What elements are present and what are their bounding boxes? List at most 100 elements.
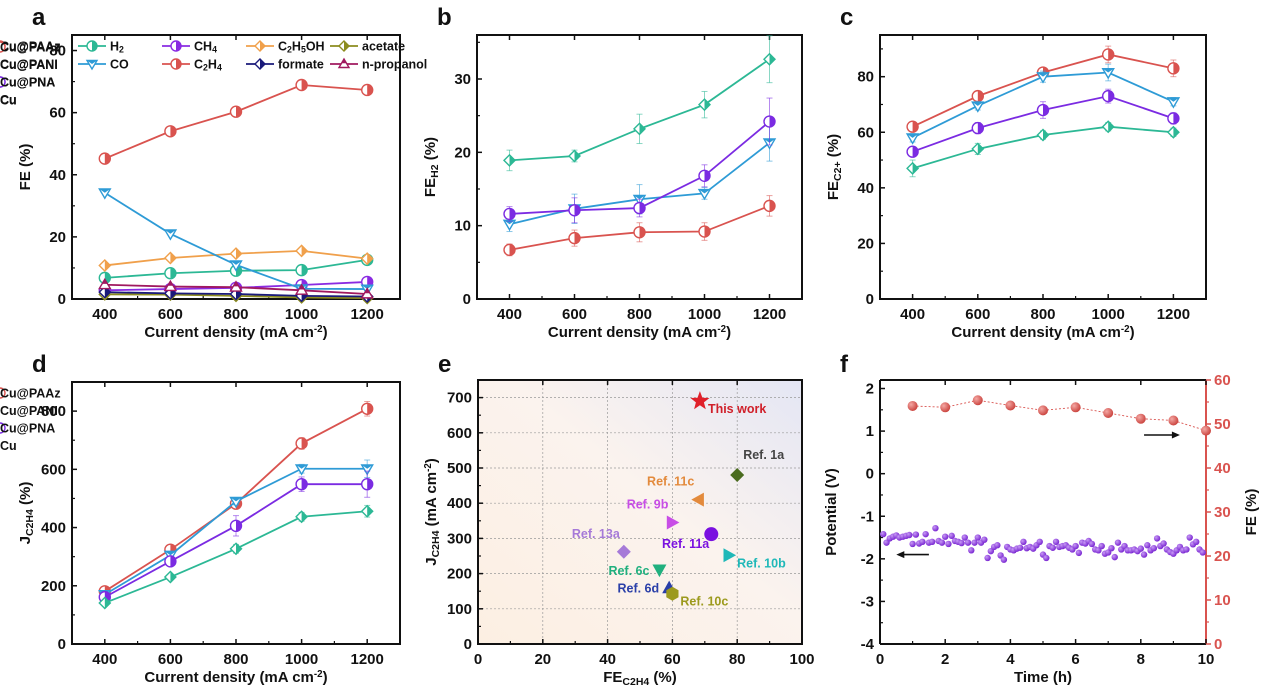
marker-fill [769, 53, 775, 65]
marker-fill [230, 260, 242, 265]
y-tick-label: 40 [857, 180, 874, 197]
y-tick-label: 0 [866, 291, 874, 308]
marker-fill [176, 59, 181, 69]
data-point [1036, 72, 1050, 84]
series-Cu@PAAz [503, 195, 776, 257]
marker-fill [912, 162, 919, 174]
marker-outline [229, 260, 243, 272]
data-label: Ref. 6d [617, 582, 659, 596]
data-point [972, 395, 983, 406]
data-point [1072, 542, 1079, 550]
data-point [1199, 549, 1206, 556]
data-point [958, 539, 965, 547]
y-tick-label: 600 [41, 461, 66, 478]
marker-fill [99, 188, 111, 193]
data-point [1070, 402, 1081, 413]
marker-fill [509, 154, 515, 166]
data-point [163, 229, 178, 241]
y-tick-label: 80 [49, 43, 66, 60]
y-axis-label: FEC2+ (%) [825, 134, 844, 200]
data-point [1183, 546, 1190, 553]
data-point [229, 519, 243, 533]
data-point [98, 285, 112, 299]
data-point [164, 267, 177, 280]
legend-label: acetate [362, 40, 405, 54]
legend-label: Cu@PAAz [0, 41, 61, 55]
legend: Cu@PAAz Cu@PANI Cu@PNA Cu [0, 387, 61, 453]
data-point [691, 492, 704, 507]
data-point [1144, 542, 1151, 549]
data-point [971, 142, 985, 156]
marker-fill [301, 245, 308, 257]
legend-entry: CH4 [162, 40, 217, 55]
data-point [164, 555, 177, 568]
y-right-tick-label: 40 [1214, 460, 1231, 477]
legend-label: CH4 [194, 40, 217, 55]
legend-label: Cu@PNA [0, 76, 55, 90]
y-tick-label: 30 [454, 71, 471, 88]
series-Cu [906, 120, 1180, 178]
marker-fill [699, 189, 710, 194]
legend: Cu@PAAz Cu@PANI Cu@PNA Cu [0, 41, 61, 107]
panel-e: e 0 20 40 60 80 100 0 100 200 300 400 500 600 700 JC2H4… [423, 351, 815, 688]
y-right-tick-label: 20 [1214, 548, 1231, 565]
marker-fill [907, 133, 919, 138]
data-point [295, 244, 309, 258]
data-point [229, 542, 243, 556]
marker-fill [233, 281, 239, 287]
y-tick-label: 0 [58, 636, 66, 653]
data-point [730, 468, 745, 483]
data-point [1167, 112, 1180, 125]
legend-entry: acetate [330, 40, 405, 54]
legend-marker [0, 422, 6, 434]
data-point [763, 199, 776, 213]
data-point [906, 161, 920, 175]
legend-label: Cu@PANI [0, 404, 58, 418]
data-point [360, 464, 374, 476]
y-tick-label: 0 [463, 291, 471, 308]
scatter-point-ref1a: Ref. 1a [730, 448, 785, 483]
marker-fill [344, 41, 349, 51]
data-point [1101, 48, 1115, 61]
marker-fill [301, 264, 308, 276]
x-tick-label: 1200 [753, 306, 786, 323]
data-point [1166, 125, 1180, 139]
x-tick-label: 1000 [1092, 306, 1125, 323]
data-point [1005, 400, 1016, 411]
data-point [1166, 97, 1181, 109]
marker-fill [236, 248, 242, 260]
y-tick-label: 2 [866, 381, 874, 398]
data-point [1108, 544, 1115, 552]
legend: H2 CH4 C2H5OH acetate CO C2H4 formate n-propano… [78, 40, 427, 73]
data-point [698, 98, 711, 112]
marker-outline [1036, 72, 1050, 84]
x-tick-label: 0 [876, 651, 884, 668]
marker-fill [639, 226, 645, 238]
series-Potential [880, 524, 1206, 563]
y-axis-label: FE (%) [17, 144, 34, 191]
data-point [361, 477, 374, 491]
x-tick-label: 10 [1198, 651, 1215, 668]
legend-marker [0, 387, 6, 399]
marker-outline [294, 464, 309, 476]
legend-marker [337, 57, 351, 69]
data-label: Ref. 13a [572, 527, 621, 541]
y-tick-label: 400 [41, 520, 66, 537]
marker-outline [360, 464, 374, 476]
right-arrowhead-icon [1171, 431, 1180, 439]
data-point [1000, 556, 1008, 563]
data-point [905, 133, 920, 145]
data-point [633, 201, 646, 215]
data-point [503, 153, 516, 167]
scatter-point-ref10b: Ref. 10b [723, 548, 786, 570]
marker-fill [1173, 62, 1179, 74]
series-CHOH [98, 244, 374, 272]
data-point [360, 252, 374, 266]
data-label: Ref. 6c [608, 564, 649, 578]
marker-fill [1108, 48, 1114, 60]
data-point [1103, 408, 1114, 418]
y-tick-label: 500 [447, 460, 472, 477]
data-point [295, 510, 309, 524]
legend-marker [0, 76, 6, 88]
